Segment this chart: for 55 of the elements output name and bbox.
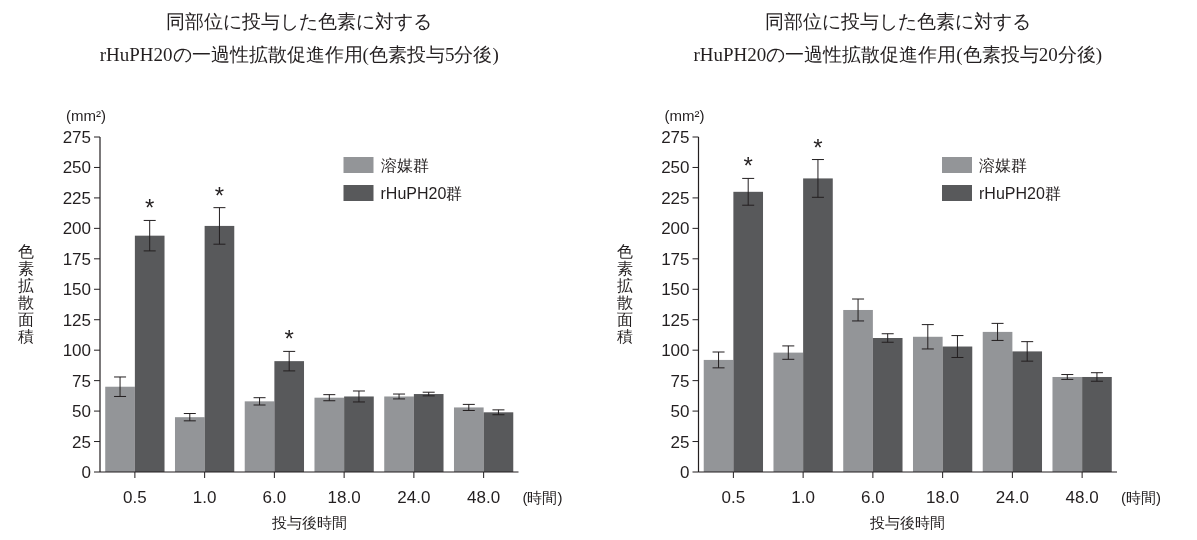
- legend-label: 溶媒群: [979, 157, 1027, 174]
- y-tick-label: 225: [62, 188, 91, 208]
- y-tick-label: 250: [62, 158, 91, 178]
- x-tick-label: 24.0: [995, 488, 1029, 507]
- y-tick-label: 175: [62, 249, 91, 269]
- annotation: *: [284, 325, 294, 353]
- annotation: *: [145, 194, 155, 222]
- y-tick-label: 0: [81, 463, 91, 482]
- x-tick-label: 18.0: [926, 488, 960, 507]
- y-tick-label: 275: [62, 128, 91, 147]
- x-tick-label: 1.0: [192, 488, 217, 507]
- y-tick-label: 150: [62, 280, 91, 300]
- text: (mm²): [664, 107, 705, 124]
- y-axis-title: 色素拡散面積: [18, 242, 34, 345]
- y-tick-label: 125: [62, 310, 91, 330]
- x-tick-label: 0.5: [721, 488, 746, 507]
- y-tick-label: 0: [680, 463, 690, 482]
- text: (mm²): [66, 107, 106, 124]
- x-tick-label: 6.0: [861, 488, 885, 507]
- y-tick-label: 125: [661, 310, 690, 330]
- legend-label: rHuPH20群: [979, 185, 1061, 202]
- y-tick-label: 250: [661, 158, 690, 178]
- y-tick-label: 25: [72, 432, 91, 452]
- legend-label: 溶媒群: [380, 157, 429, 174]
- x-axis-title: 投与後時間: [869, 514, 946, 531]
- x-tick-label: 1.0: [791, 488, 815, 507]
- y-tick-label: 175: [661, 249, 690, 269]
- annotation: *: [743, 152, 753, 180]
- y-tick-label: 275: [661, 128, 690, 147]
- annotation: *: [813, 133, 823, 161]
- text: (時間): [1121, 489, 1161, 506]
- x-tick-label: 24.0: [397, 488, 431, 507]
- y-tick-label: 150: [661, 280, 690, 300]
- y-tick-label: 75: [670, 371, 690, 391]
- y-tick-label: 50: [670, 402, 690, 422]
- y-axis-title: 色素拡散面積: [616, 242, 633, 345]
- x-tick-label: 48.0: [467, 488, 501, 507]
- y-tick-label: 50: [72, 402, 91, 422]
- x-tick-label: 18.0: [327, 488, 361, 507]
- legend-label: rHuPH20群: [380, 185, 463, 202]
- y-tick-label: 100: [661, 341, 690, 361]
- text: (時間): [522, 489, 563, 506]
- annotation: *: [214, 181, 225, 209]
- y-tick-label: 25: [670, 432, 690, 452]
- y-tick-label: 75: [72, 371, 91, 391]
- y-tick-label: 200: [62, 219, 91, 239]
- chart-title: 同部位に投与した色素に対する rHuPH20の一過性拡散促進作用(色素投与20分後): [693, 11, 1102, 66]
- y-tick-label: 100: [62, 341, 91, 361]
- x-tick-label: 0.5: [123, 488, 147, 507]
- y-tick-label: 200: [661, 219, 690, 239]
- x-axis-title: 投与後時間: [270, 514, 347, 531]
- y-tick-label: 225: [661, 188, 690, 208]
- x-tick-label: 6.0: [262, 488, 287, 507]
- x-tick-label: 48.0: [1065, 488, 1099, 507]
- chart-title: 同部位に投与した色素に対する rHuPH20の一過性拡散促進作用(色素投与5分後): [99, 11, 499, 66]
